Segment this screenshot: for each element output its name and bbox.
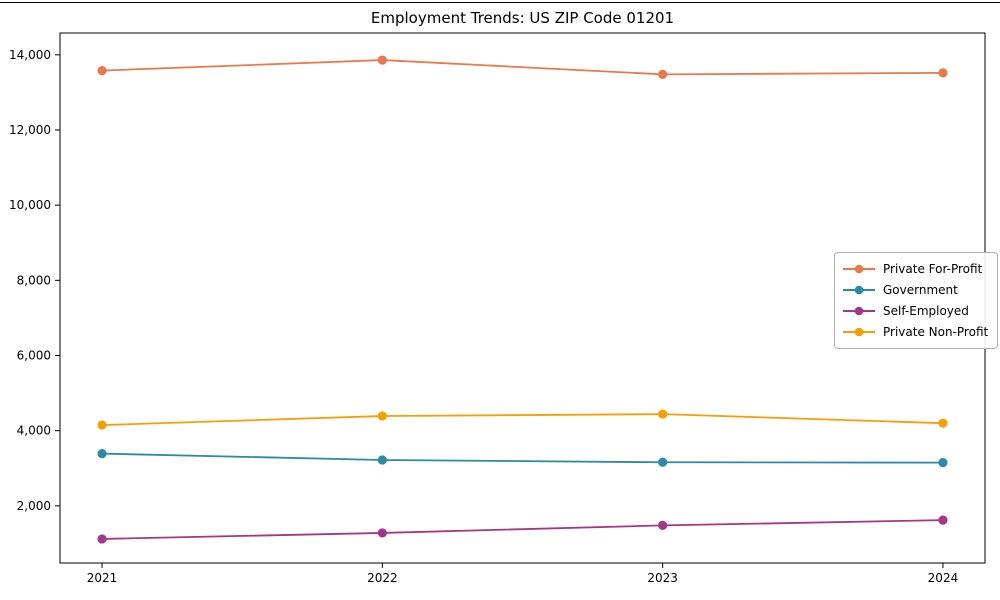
y-axis-tick-label: 8,000 — [17, 273, 51, 287]
legend-label: Private Non-Profit — [883, 325, 989, 339]
legend-item-self-employed: Self-Employed — [842, 301, 988, 321]
legend-line-marker-icon — [843, 264, 875, 274]
data-point-government-2024 — [938, 458, 948, 468]
series-line-self-employed — [102, 519, 943, 540]
series-line-private-non-profit — [102, 413, 943, 426]
chart-title: Employment Trends: US ZIP Code 01201 — [370, 9, 675, 27]
data-point-self-employed-2023 — [658, 520, 668, 531]
data-point-private-non-profit-2023 — [658, 409, 668, 419]
data-point-private-for-profit-2022 — [377, 55, 387, 65]
y-axis-tick-label: 6,000 — [17, 349, 51, 363]
series-line-government — [102, 452, 943, 464]
data-point-private-non-profit-2022 — [377, 411, 387, 421]
data-point-private-non-profit-2024 — [938, 418, 948, 428]
legend-sample-marker — [854, 327, 864, 337]
y-axis-tick-label: 14,000 — [9, 48, 51, 62]
data-point-government-2022 — [377, 455, 387, 465]
legend-line-marker-icon — [843, 327, 875, 337]
legend-sample-marker — [854, 285, 864, 295]
x-axis-tick-label: 2024 — [928, 571, 959, 585]
legend: Private For-Profit Government Self-Employe… — [834, 252, 999, 349]
y-axis-tick-label: 10,000 — [9, 198, 51, 212]
legend-label: Private For-Profit — [883, 262, 983, 276]
legend-line-marker-icon — [843, 285, 875, 295]
data-point-private-for-profit-2021 — [97, 65, 107, 76]
legend-label: Self-Employed — [883, 304, 969, 318]
x-axis-tick-label: 2022 — [367, 571, 398, 585]
data-point-self-employed-2021 — [97, 534, 107, 544]
legend-label: Government — [883, 283, 958, 297]
data-point-private-non-profit-2021 — [97, 420, 107, 430]
series-line-private-for-profit — [102, 59, 943, 76]
legend-item-private-for-profit: Private For-Profit — [842, 259, 988, 279]
y-axis-tick-label: 12,000 — [9, 123, 51, 137]
y-axis-tick-label: 4,000 — [17, 424, 51, 438]
data-point-government-2021 — [97, 449, 107, 459]
data-point-self-employed-2024 — [938, 515, 948, 525]
legend-sample-marker — [854, 306, 864, 316]
y-axis-tick-label: 2,000 — [17, 499, 51, 513]
legend-sample-marker — [854, 264, 864, 274]
data-point-private-for-profit-2024 — [938, 68, 948, 78]
legend-line-marker-icon — [843, 306, 875, 316]
data-point-private-for-profit-2023 — [658, 69, 668, 79]
legend-item-government: Government — [842, 280, 988, 300]
legend-item-private-non-profit: Private Non-Profit — [842, 322, 988, 342]
x-axis-tick-label: 2021 — [87, 571, 118, 585]
data-point-self-employed-2022 — [377, 528, 387, 538]
x-axis-tick-label: 2023 — [647, 571, 678, 585]
data-point-government-2023 — [658, 457, 668, 467]
window-top-edge — [0, 2, 1000, 3]
